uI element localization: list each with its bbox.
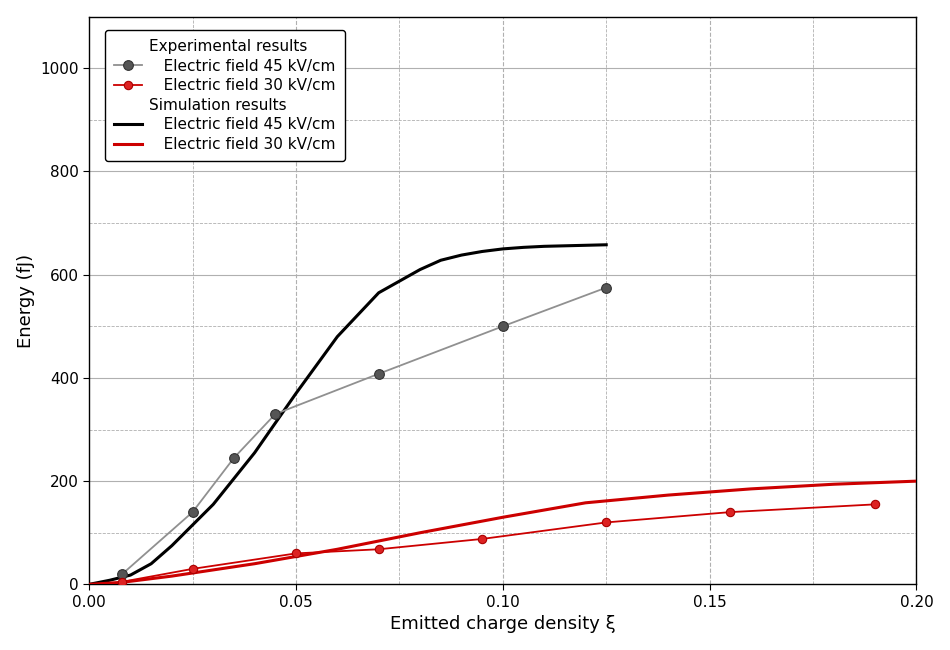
Legend: Experimental results,    Electric field 45 kV/cm,    Electric field 30 kV/cm, Si: Experimental results, Electric field 45 … xyxy=(105,30,345,161)
X-axis label: Emitted charge density ξ: Emitted charge density ξ xyxy=(390,616,616,633)
Y-axis label: Energy (fJ): Energy (fJ) xyxy=(17,254,34,348)
